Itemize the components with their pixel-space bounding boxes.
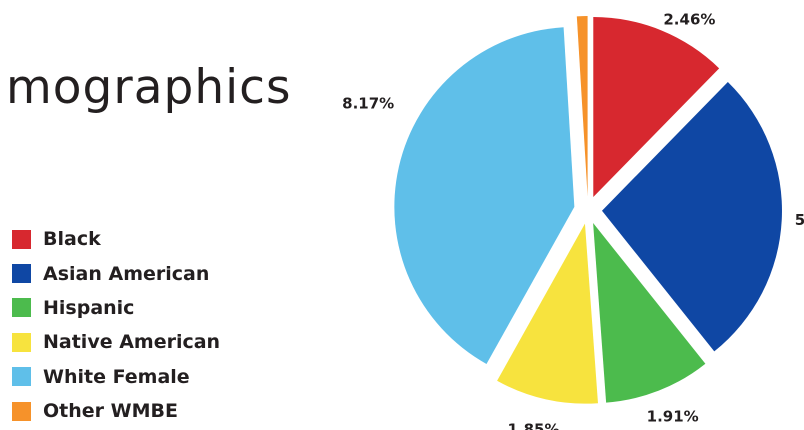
slice-value-label: 8.17% [342,95,394,113]
legend-item-hispanic: Hispanic [12,291,220,325]
legend-label: Native American [43,331,221,354]
pie-slice-other-wmbe [576,16,588,197]
legend-item-native-american: Native American [12,325,220,359]
legend-label: Hispanic [43,296,135,319]
slice-value-label: 1.91% [647,407,699,425]
legend-label: Other WMBE [43,400,178,423]
legend-item-black: Black [12,222,220,256]
legend-swatch [12,264,31,284]
legend-item-asian-american: Asian American [12,256,220,290]
chart-legend: Black Asian American Hispanic Native Ame… [12,222,220,428]
legend-swatch [12,298,31,318]
legend-label: Black [43,228,101,251]
legend-label: Asian American [43,262,210,285]
pie-slice-asian-american [601,82,782,352]
pie-slice-native-american [497,223,598,404]
legend-swatch [12,401,31,421]
chart-title: mographics [6,60,292,115]
slice-value-label: 1.85% [507,421,559,430]
pie-slice-black [593,17,720,198]
legend-swatch [12,229,31,249]
slice-value-label: 0.19% [546,0,598,2]
pie-slice-white-female [394,27,575,364]
pie-slice-hispanic [593,223,706,403]
legend-item-other-wmbe: Other WMBE [12,394,220,428]
slice-value-label: 2.46% [663,11,715,29]
slice-value-label: 5.38% [795,211,804,229]
legend-swatch [12,332,31,352]
legend-item-white-female: White Female [12,360,220,394]
legend-swatch [12,367,31,387]
legend-label: White Female [43,365,190,388]
